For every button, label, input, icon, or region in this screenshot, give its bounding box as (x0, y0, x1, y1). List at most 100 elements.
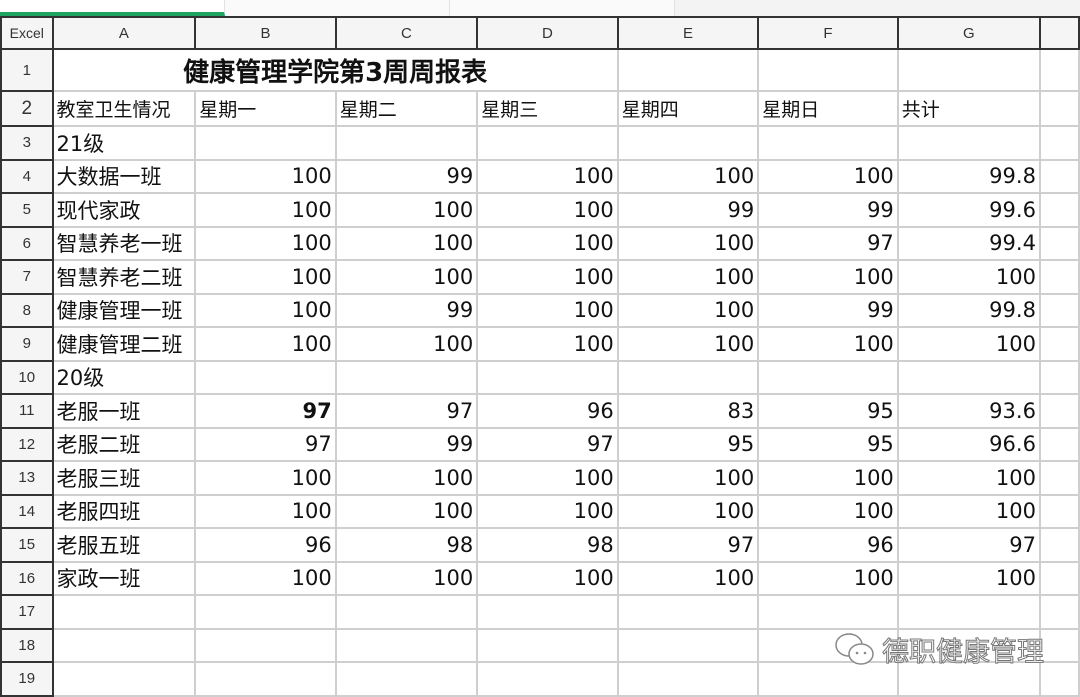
score-cell[interactable]: 100 (896, 326, 1041, 362)
score-cell[interactable]: 99.6 (896, 192, 1041, 228)
score-cell[interactable]: 99 (757, 192, 899, 228)
score-cell[interactable]: 100 (194, 292, 337, 328)
row-header[interactable]: 16 (0, 560, 54, 596)
score-cell[interactable]: 100 (334, 259, 479, 295)
score-cell[interactable]: 99 (616, 192, 760, 228)
row-header[interactable]: 4 (0, 158, 54, 194)
score-cell[interactable]: 96 (757, 527, 899, 563)
score-cell[interactable]: 100 (476, 326, 619, 362)
score-cell[interactable] (334, 594, 479, 630)
score-cell[interactable] (476, 594, 619, 630)
score-cell[interactable]: 97 (896, 527, 1041, 563)
score-cell[interactable]: 99.8 (896, 292, 1041, 328)
cell[interactable] (1038, 48, 1080, 92)
row-header[interactable]: 15 (0, 527, 54, 563)
score-cell[interactable]: 100 (476, 292, 619, 328)
score-cell[interactable]: 100 (757, 259, 899, 295)
score-cell[interactable] (194, 594, 337, 630)
column-header[interactable]: D (476, 16, 619, 50)
score-cell[interactable]: 95 (757, 426, 899, 462)
header-cell[interactable]: 星期四 (616, 90, 760, 127)
score-cell[interactable]: 100 (334, 326, 479, 362)
score-cell[interactable]: 100 (334, 493, 479, 529)
score-cell[interactable]: 100 (616, 460, 760, 496)
score-cell[interactable]: 100 (194, 493, 337, 529)
score-cell[interactable]: 100 (194, 259, 337, 295)
cell[interactable] (1038, 326, 1080, 362)
class-name-cell[interactable]: 家政一班 (51, 560, 197, 596)
score-cell[interactable] (194, 627, 337, 663)
cell[interactable] (1038, 158, 1080, 194)
score-cell[interactable]: 99.4 (896, 225, 1041, 261)
score-cell[interactable] (616, 125, 760, 161)
score-cell[interactable]: 95 (616, 426, 760, 462)
cell[interactable] (1038, 661, 1080, 697)
score-cell[interactable]: 100 (334, 460, 479, 496)
cell[interactable] (1038, 627, 1080, 663)
score-cell[interactable]: 97 (194, 393, 337, 429)
score-cell[interactable] (757, 594, 899, 630)
class-name-cell[interactable]: 健康管理一班 (51, 292, 197, 328)
score-cell[interactable]: 96 (194, 527, 337, 563)
score-cell[interactable] (476, 627, 619, 663)
cell[interactable] (1038, 192, 1080, 228)
column-header[interactable] (1038, 16, 1080, 50)
score-cell[interactable]: 98 (334, 527, 479, 563)
score-cell[interactable]: 100 (476, 158, 619, 194)
row-header[interactable]: 9 (0, 326, 54, 362)
score-cell[interactable]: 100 (896, 493, 1041, 529)
score-cell[interactable]: 100 (896, 460, 1041, 496)
score-cell[interactable]: 100 (757, 493, 899, 529)
score-cell[interactable] (616, 627, 760, 663)
row-header[interactable]: 8 (0, 292, 54, 328)
score-cell[interactable]: 99 (334, 292, 479, 328)
score-cell[interactable]: 100 (896, 259, 1041, 295)
column-header[interactable]: G (896, 16, 1041, 50)
cell[interactable] (1038, 460, 1080, 496)
class-name-cell[interactable] (51, 661, 197, 697)
row-header[interactable]: 6 (0, 225, 54, 261)
score-cell[interactable]: 100 (896, 560, 1041, 596)
score-cell[interactable]: 100 (616, 292, 760, 328)
class-name-cell[interactable]: 健康管理二班 (51, 326, 197, 362)
score-cell[interactable]: 100 (476, 259, 619, 295)
cell[interactable] (1038, 359, 1080, 395)
cell[interactable] (1038, 259, 1080, 295)
class-name-cell[interactable]: 21级 (51, 125, 197, 161)
score-cell[interactable]: 100 (194, 460, 337, 496)
column-header[interactable]: F (757, 16, 899, 50)
score-cell[interactable]: 99 (334, 158, 479, 194)
score-cell[interactable] (896, 125, 1041, 161)
header-cell[interactable]: 教室卫生情况 (51, 90, 197, 127)
score-cell[interactable] (896, 594, 1041, 630)
cell[interactable] (1038, 90, 1080, 127)
column-header[interactable]: A (51, 16, 197, 50)
cell[interactable] (1038, 125, 1080, 161)
score-cell[interactable]: 100 (616, 493, 760, 529)
score-cell[interactable] (896, 661, 1041, 697)
cell[interactable] (1038, 594, 1080, 630)
score-cell[interactable] (194, 661, 337, 697)
score-cell[interactable] (616, 661, 760, 697)
score-cell[interactable]: 98 (476, 527, 619, 563)
score-cell[interactable]: 100 (616, 158, 760, 194)
cell[interactable] (896, 48, 1041, 92)
score-cell[interactable]: 100 (757, 560, 899, 596)
score-cell[interactable]: 100 (194, 560, 337, 596)
cell[interactable] (1038, 426, 1080, 462)
sheet-tab-active[interactable] (0, 0, 225, 16)
score-cell[interactable] (334, 627, 479, 663)
score-cell[interactable]: 100 (616, 259, 760, 295)
class-name-cell[interactable] (51, 594, 197, 630)
score-cell[interactable]: 100 (616, 560, 760, 596)
score-cell[interactable] (896, 359, 1041, 395)
score-cell[interactable]: 96 (476, 393, 619, 429)
cell[interactable] (1038, 292, 1080, 328)
score-cell[interactable] (896, 627, 1041, 663)
sheet-title[interactable]: 健康管理学院第3周周报表 (51, 48, 619, 92)
column-header[interactable]: E (616, 16, 760, 50)
header-cell[interactable]: 星期一 (194, 90, 337, 127)
row-header[interactable]: 7 (0, 259, 54, 295)
column-header[interactable]: C (334, 16, 479, 50)
score-cell[interactable]: 93.6 (896, 393, 1041, 429)
